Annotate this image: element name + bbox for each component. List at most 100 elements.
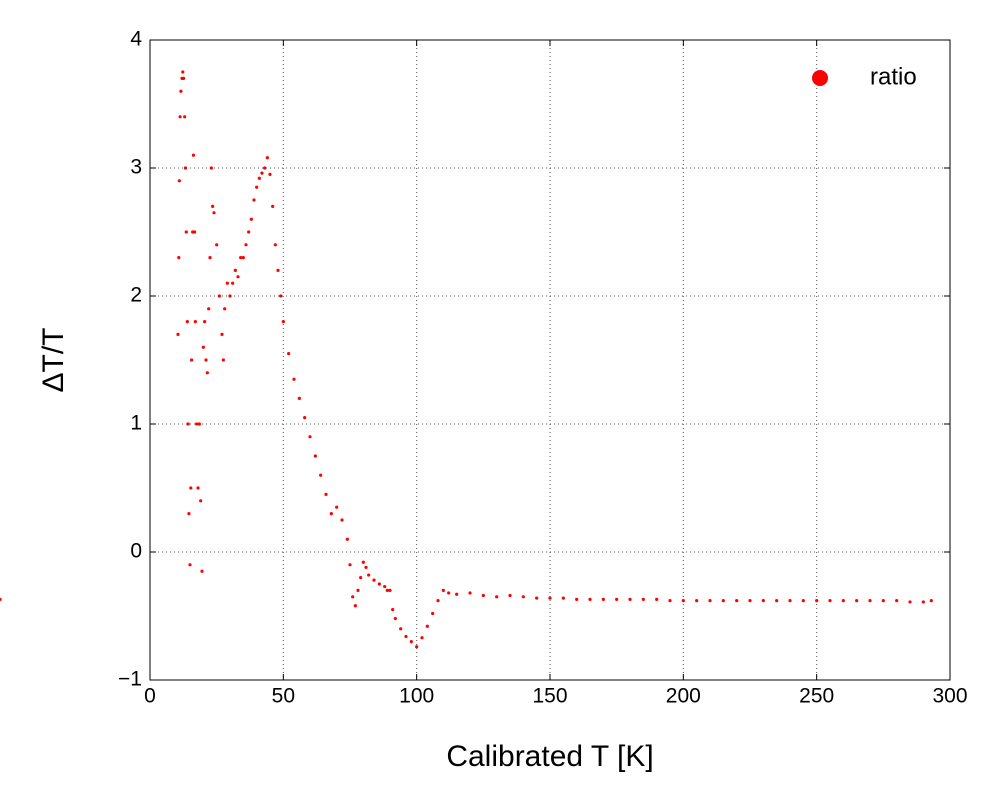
plot-frame bbox=[149, 39, 951, 681]
point bbox=[548, 596, 552, 600]
point bbox=[181, 70, 185, 74]
x-tick-label: 250 bbox=[799, 685, 834, 708]
point bbox=[252, 198, 256, 202]
x-tick-label: 0 bbox=[144, 685, 156, 708]
point bbox=[441, 588, 445, 593]
point bbox=[367, 573, 371, 577]
point bbox=[179, 89, 183, 93]
point bbox=[495, 595, 499, 599]
point bbox=[260, 171, 264, 175]
point bbox=[468, 591, 472, 595]
point bbox=[183, 166, 188, 170]
point bbox=[319, 473, 323, 477]
point bbox=[187, 511, 191, 516]
point bbox=[241, 256, 245, 260]
point bbox=[351, 595, 355, 599]
point bbox=[628, 597, 632, 601]
point bbox=[308, 435, 312, 439]
point bbox=[815, 599, 819, 603]
point bbox=[189, 486, 193, 490]
point bbox=[721, 599, 725, 603]
point bbox=[233, 268, 237, 272]
point bbox=[201, 345, 205, 349]
point bbox=[212, 211, 216, 215]
point bbox=[184, 230, 188, 234]
point bbox=[287, 352, 291, 356]
point bbox=[340, 518, 344, 522]
point bbox=[921, 600, 925, 604]
point bbox=[335, 505, 339, 509]
point bbox=[409, 640, 413, 644]
point bbox=[205, 371, 209, 375]
point bbox=[279, 294, 283, 298]
point bbox=[383, 584, 387, 589]
point bbox=[345, 537, 349, 541]
point bbox=[828, 599, 832, 603]
point bbox=[356, 588, 360, 593]
point bbox=[735, 599, 739, 603]
point bbox=[239, 256, 243, 260]
point bbox=[372, 578, 376, 582]
point bbox=[221, 358, 225, 362]
point bbox=[215, 243, 219, 247]
x-tick-label: 200 bbox=[666, 685, 701, 708]
point bbox=[186, 422, 190, 426]
point bbox=[271, 204, 275, 208]
y-tick-label: 1 bbox=[130, 412, 142, 435]
point bbox=[364, 565, 368, 569]
point bbox=[0, 597, 2, 601]
point bbox=[208, 256, 212, 260]
point bbox=[188, 563, 192, 567]
point bbox=[868, 599, 872, 603]
point bbox=[388, 588, 392, 593]
x-axis-label: Calibrated T [K] bbox=[446, 740, 653, 773]
point bbox=[217, 294, 221, 298]
point bbox=[292, 377, 296, 381]
point bbox=[236, 275, 240, 279]
point bbox=[447, 591, 451, 595]
point bbox=[881, 599, 885, 603]
point bbox=[668, 599, 672, 603]
point bbox=[420, 636, 424, 640]
point bbox=[244, 243, 248, 247]
point bbox=[207, 307, 211, 311]
point bbox=[855, 599, 859, 603]
point bbox=[353, 604, 357, 608]
point bbox=[231, 281, 235, 285]
x-tick-label: 150 bbox=[532, 685, 567, 708]
legend-marker bbox=[812, 70, 828, 86]
point bbox=[748, 599, 752, 603]
point bbox=[225, 281, 229, 285]
point bbox=[508, 593, 512, 598]
point bbox=[361, 560, 365, 564]
point bbox=[191, 153, 196, 157]
point bbox=[588, 597, 592, 601]
point bbox=[761, 599, 765, 603]
x-tick-label: 100 bbox=[399, 685, 434, 708]
point bbox=[404, 634, 408, 639]
point bbox=[391, 608, 395, 612]
point bbox=[775, 599, 779, 603]
point bbox=[177, 256, 181, 260]
point bbox=[415, 645, 419, 649]
point bbox=[265, 156, 269, 160]
point bbox=[788, 599, 792, 603]
y-axis-label: ΔT/T bbox=[37, 327, 70, 392]
point bbox=[268, 172, 272, 176]
point bbox=[200, 569, 204, 573]
point bbox=[185, 320, 189, 324]
point bbox=[908, 600, 912, 604]
point bbox=[801, 599, 805, 603]
point bbox=[178, 115, 182, 119]
point bbox=[393, 616, 397, 621]
point bbox=[841, 599, 845, 603]
point bbox=[436, 599, 440, 603]
point bbox=[197, 422, 201, 426]
point bbox=[209, 166, 213, 170]
point bbox=[615, 597, 619, 601]
point bbox=[249, 217, 253, 221]
point bbox=[655, 597, 659, 601]
point bbox=[192, 230, 197, 234]
